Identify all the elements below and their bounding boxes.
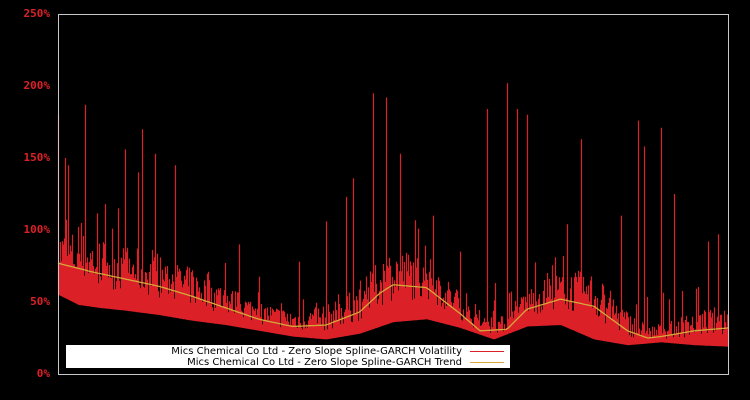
- y-tick-label: 150%: [23, 151, 51, 164]
- legend-item-trend: Mics Chemical Co Ltd - Zero Slope Spline…: [187, 357, 504, 368]
- legend-item-volatility: Mics Chemical Co Ltd - Zero Slope Spline…: [171, 346, 504, 357]
- legend-label: Mics Chemical Co Ltd - Zero Slope Spline…: [187, 357, 462, 368]
- y-tick-label: 100%: [23, 223, 51, 236]
- y-tick-label: 200%: [23, 79, 51, 92]
- chart-legend: Mics Chemical Co Ltd - Zero Slope Spline…: [66, 345, 510, 368]
- legend-swatch-gold-line-icon: [470, 362, 504, 363]
- volatility-series: [57, 83, 730, 347]
- y-tick-label: 0%: [36, 367, 50, 380]
- y-tick-label: 50%: [30, 295, 50, 308]
- plot-area-border: [58, 14, 729, 375]
- legend-label: Mics Chemical Co Ltd - Zero Slope Spline…: [171, 346, 462, 357]
- y-tick-label: 250%: [23, 7, 51, 20]
- trend-series: [57, 262, 729, 339]
- legend-swatch-red-line-icon: [470, 351, 504, 352]
